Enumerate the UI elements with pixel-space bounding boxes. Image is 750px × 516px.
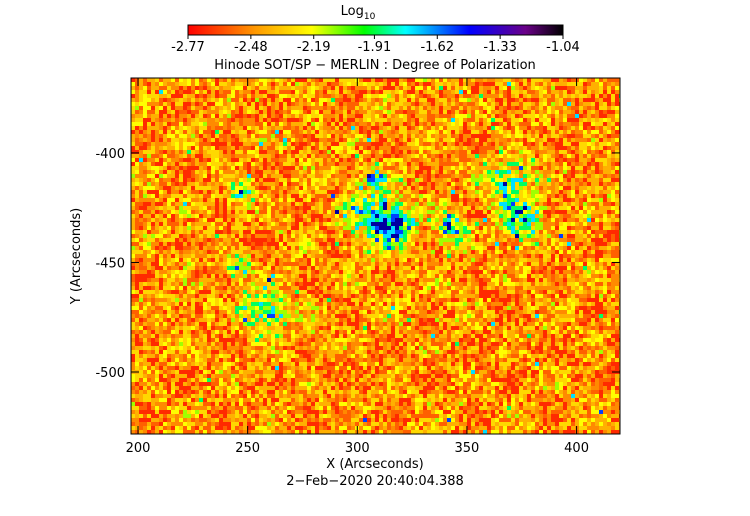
- colorbar-tick-label: -2.48: [234, 40, 268, 55]
- colorbar: [188, 25, 563, 35]
- x-axis-label: X (Arcseconds): [326, 457, 423, 472]
- x-tick-label: 300: [345, 441, 370, 456]
- colorbar-tick-label: -1.62: [420, 40, 454, 55]
- y-tick-label: -450: [95, 256, 125, 271]
- colorbar-tick-label: -2.19: [297, 40, 331, 55]
- x-tick-label: 250: [235, 441, 260, 456]
- colorbar-tick-label: -1.04: [546, 40, 580, 55]
- y-tick-label: -500: [95, 366, 125, 381]
- x-tick-label: 200: [126, 441, 151, 456]
- colorbar-tick-label: -1.33: [483, 40, 517, 55]
- colorbar-label: Log10: [341, 4, 376, 22]
- polarization-image: [131, 78, 623, 434]
- colorbar-tick-label: -2.77: [171, 40, 205, 55]
- timestamp: 2−Feb−2020 20:40:04.388: [286, 474, 464, 489]
- y-tick-label: -400: [95, 147, 125, 162]
- colorbar-tick-label: -1.91: [358, 40, 392, 55]
- chart-title: Hinode SOT/SP − MERLIN : Degree of Polar…: [214, 58, 536, 73]
- x-tick-label: 350: [455, 441, 480, 456]
- x-tick-label: 400: [564, 441, 589, 456]
- y-axis-label: Y (Arcseconds): [69, 208, 84, 305]
